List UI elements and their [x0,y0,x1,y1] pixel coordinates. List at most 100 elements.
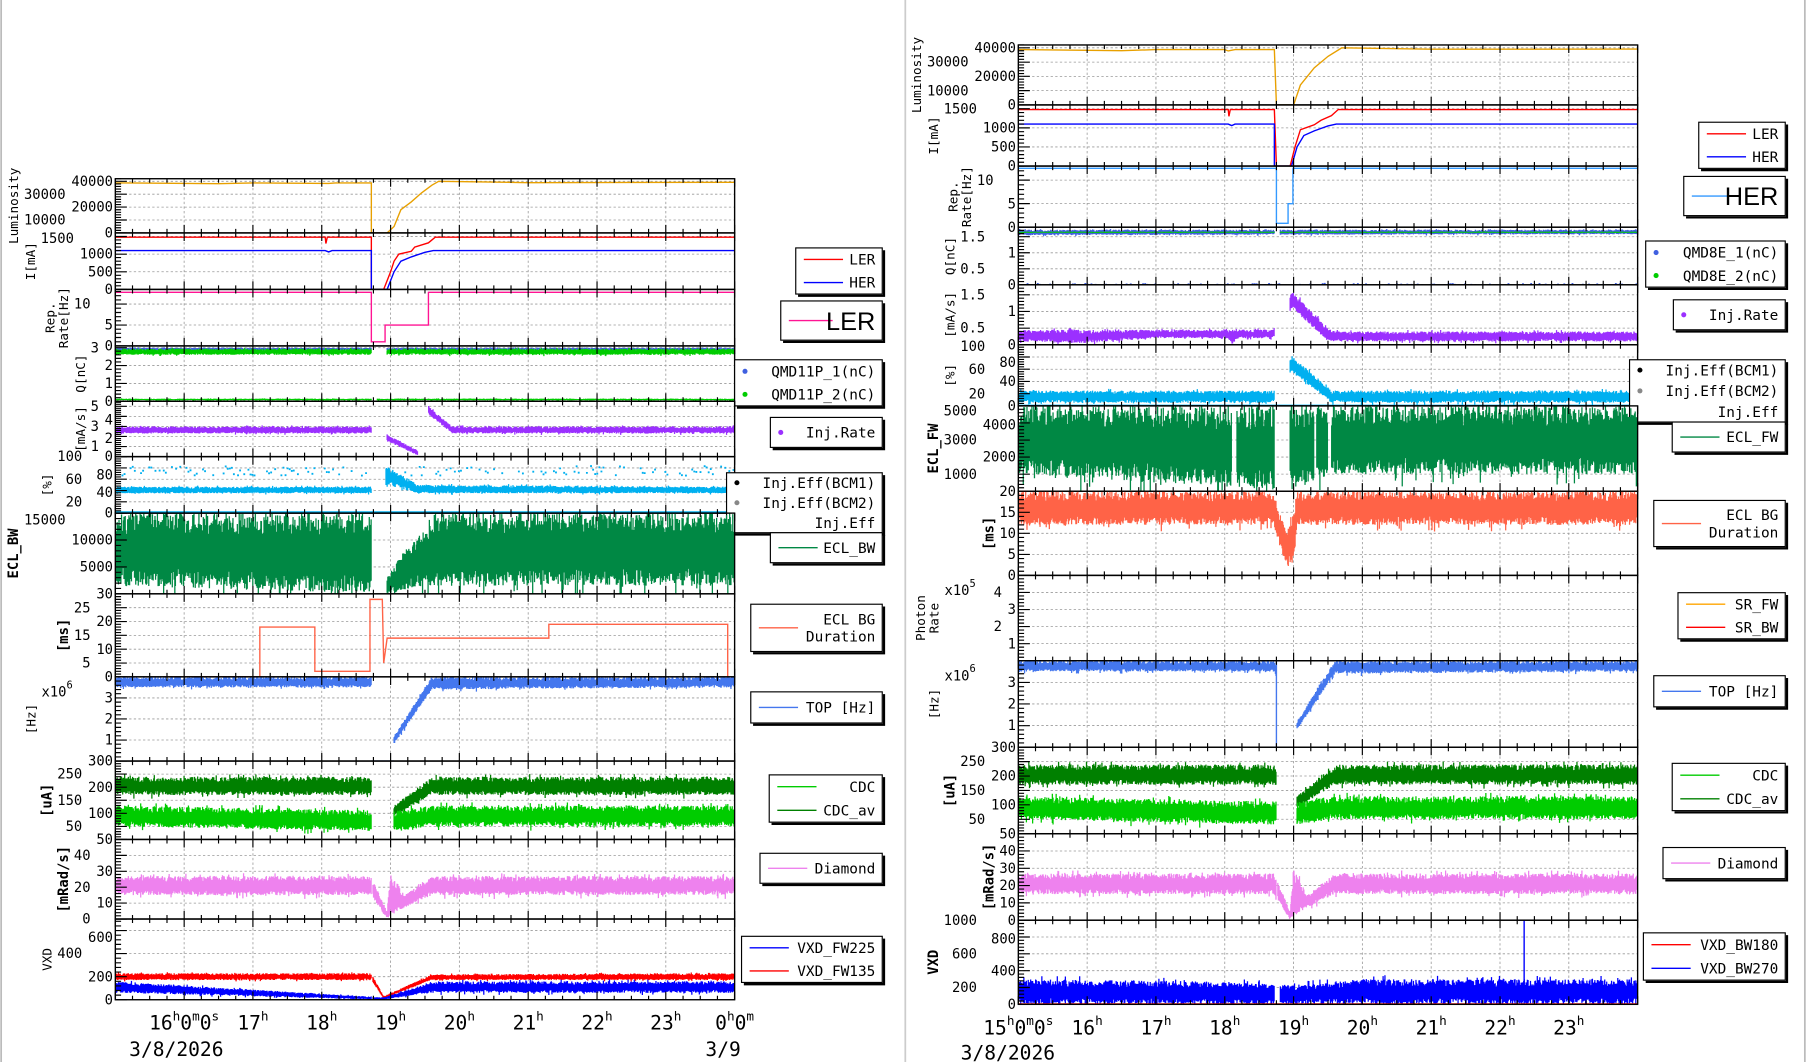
y-tick-label: 3 [1008,602,1016,618]
y-tick-label: 250 [960,754,985,770]
y-tick-label: 10 [96,896,113,912]
y-tick-label: 20 [96,614,113,630]
y-tick-label: 0 [1008,220,1016,236]
y-tick-label: 10000 [71,533,113,549]
series-group [1018,491,1638,566]
y-axis-exponent: x106 [945,663,976,684]
x-tick-label: 18h [1209,1013,1240,1039]
legend-shadow [1686,178,1789,219]
legend-dot-icon [742,368,748,374]
series-her [1018,123,1638,167]
axis-ticks [1017,490,1639,576]
y-tick-label: 80 [999,355,1016,371]
y-tick-label: 600 [88,930,113,946]
axis-ticks [1017,833,1639,921]
axis-ticks [1017,574,1639,662]
legend-box: QMD8E_1(nC) QMD8E_2(nC) [1645,240,1789,291]
legend-entry-qmd11p_1-nc-: QMD11P_1(nC) [771,364,875,380]
legend-entry-ecl_fw: ECL_FW [1726,430,1778,446]
y-tick-label: 4 [105,412,113,428]
legend-box: CDC CDC_av [768,774,886,826]
y-tick-label: 3000 [944,433,977,449]
legend-shadow [1665,849,1789,882]
y-tick-label: 1000 [944,913,977,929]
y-tick-label: 3 [91,419,99,435]
legend-frame [1671,762,1786,812]
series-diamond [115,873,735,918]
legend-entry-ler: LER [849,253,875,269]
y-tick-label: 40 [999,374,1016,390]
legend-shadow [1656,678,1789,710]
legend-frame [1645,240,1786,288]
y-axis-label: Luminosity [6,167,21,244]
x-tick-label: 22h [1484,1013,1515,1039]
axis-ticks [114,512,736,595]
y-tick-label: 100 [57,449,82,465]
y-tick-label: 15 [999,505,1016,521]
x-tick-label: 19h [1278,1013,1309,1039]
y-tick-label: 10 [999,895,1016,911]
legend-entry-her: HER [849,276,875,292]
y-tick-label: 2 [994,619,1002,635]
axis-ticks [1017,660,1639,748]
y-axis-label: [%] [40,473,55,496]
y-tick-label: 5 [91,399,99,415]
axis-ticks [1017,344,1639,407]
y-tick-label: 30 [96,864,113,880]
y-axis-label: Photon [913,595,928,641]
axis-ticks [1017,919,1639,1005]
y-axis-label: [uA] [40,784,56,817]
y-tick-label: 3 [1008,675,1016,691]
series-group [115,291,735,343]
legend-entry-vxd_bw180: VXD_BW180 [1700,938,1778,954]
y-tick-label: 40000 [71,174,113,190]
series-group [163,598,729,677]
y-tick-label: 5 [1008,196,1016,212]
y-tick-label: 60 [969,362,986,378]
y-tick-label: 1000 [983,120,1016,136]
legend-entry-ler: LER [1752,127,1778,143]
y-tick-label: 50 [96,832,113,848]
legend-entry-sr_fw: SR_FW [1735,597,1779,613]
x-tick-label: 16h0m0s [149,1008,219,1034]
series-ler [1018,108,1638,167]
legend-entry-ecl-bg-duration: ECL BG Duration [1709,508,1778,541]
y-tick-label: 1.5 [960,287,985,303]
series-inj-eff [1018,356,1638,406]
y-tick-label: 2 [1008,697,1016,713]
legend-entry-sr_bw: SR_BW [1735,620,1779,636]
legend-dot-icon [1653,273,1659,279]
legend-box: SR_FW SR_BW [1677,592,1789,642]
legend-shadow [772,535,886,566]
y-tick-label: 0 [1008,399,1016,415]
series-group [1018,293,1638,345]
legend-box: ECL BG Duration [1653,499,1789,550]
series-group [115,873,735,918]
legend-shadow [1701,124,1789,172]
legend-shadow [1675,302,1789,333]
legend-entry-her: HER [1725,183,1779,211]
legend-entry-cdc_av: CDC_av [1726,792,1778,808]
legend-box: TOP [Hz] [750,691,886,726]
panel-vxd: 0 200 400 600 VXD [40,918,736,1008]
axis-ticks [1017,104,1639,167]
legend-shadow [743,938,886,986]
y-tick-label: 300 [991,740,1016,756]
axis-ticks [114,676,736,762]
y-tick-label: 50 [999,826,1016,842]
legend-shadow [798,250,886,297]
y-tick-label: 50 [66,819,83,835]
y-axis-label: ECL_BW [6,528,22,579]
y-tick-label: 4 [994,585,1002,601]
panel-: 0 20 40 60 80 100[%] [40,449,736,522]
y-tick-label: 30000 [927,55,969,71]
y-axis-label: Luminosity [909,36,924,113]
y-axis-exponent: x105 [945,578,976,599]
y-tick-label: 1500 [41,231,74,247]
series-ecl-bg-duration [163,598,729,677]
y-tick-label: 1500 [944,101,977,117]
series-cdc_av [115,774,735,816]
legend-dot-icon [1637,388,1643,394]
y-tick-label: 60 [66,472,83,488]
